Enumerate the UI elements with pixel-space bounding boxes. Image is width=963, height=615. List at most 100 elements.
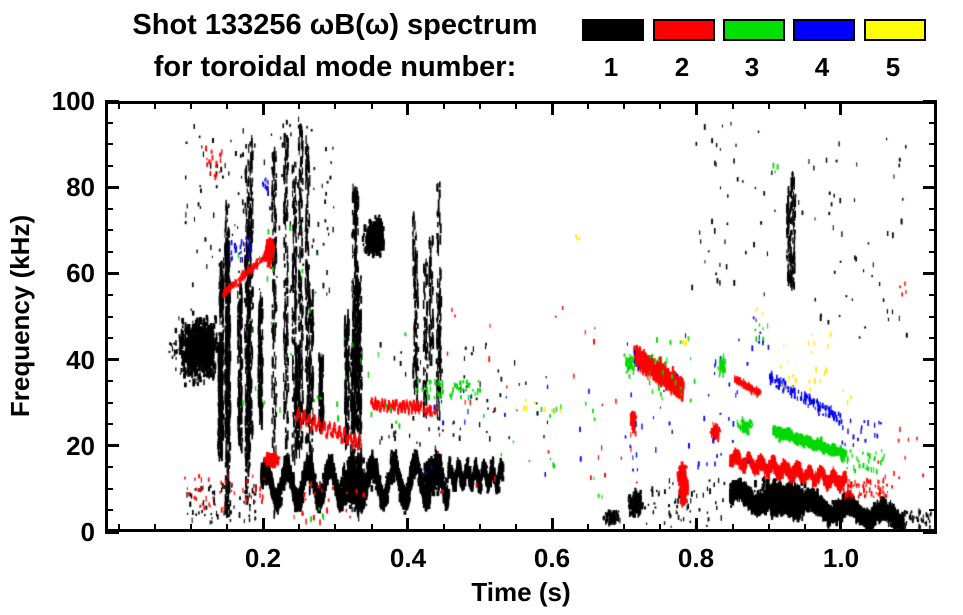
legend-swatch-mode-5 [864,19,926,41]
axis-tick [803,101,806,109]
axis-tick [105,164,113,167]
y-tick-label-20: 20 [66,431,95,461]
axis-tick [117,524,120,532]
axis-tick [298,524,301,532]
axis-tick [370,101,373,109]
axis-tick [334,524,337,532]
axis-tick [695,518,698,532]
axis-tick [105,250,113,253]
axis-tick [117,101,120,109]
axis-tick [105,99,119,103]
axis-tick [767,524,770,532]
axis-tick [370,524,373,532]
plot-frame [105,101,937,532]
axis-tick [105,337,113,340]
axis-tick [105,444,119,448]
axis-tick [105,143,113,146]
x-tick-label-0.6: 0.6 [533,543,571,573]
x-tick-label-0.4: 0.4 [389,543,427,573]
axis-tick [929,487,937,490]
legend-swatch-mode-1 [582,19,644,41]
axis-tick [406,518,410,532]
axis-tick [929,466,937,469]
axis-tick [929,401,937,404]
axis-tick [298,101,301,109]
axis-tick [659,101,662,109]
axis-tick [105,487,113,490]
axis-tick [105,509,113,512]
axis-tick [105,271,119,275]
axis-tick [189,524,192,532]
axis-tick [923,530,937,534]
axis-tick [695,101,698,115]
axis-tick [623,101,626,109]
axis-tick [153,524,156,532]
axis-tick [478,524,481,532]
y-tick-label-100: 100 [51,86,95,116]
axis-tick [261,518,265,532]
axis-tick [261,101,265,115]
axis-tick [478,101,481,109]
axis-tick [839,101,843,115]
plot-title-line2: for toroidal mode number: [153,51,517,83]
axis-tick [442,524,445,532]
x-tick-label-0.2: 0.2 [244,543,282,573]
axis-tick [105,423,113,426]
axis-tick [929,121,937,124]
y-tick-label-60: 60 [66,258,95,288]
axis-tick [731,524,734,532]
axis-tick [105,530,119,534]
axis-tick [105,466,113,469]
axis-tick [550,518,554,532]
legend-label-mode-3: 3 [744,52,760,82]
axis-tick [929,164,937,167]
axis-tick [550,101,554,115]
axis-tick [923,99,937,103]
legend-label-mode-2: 2 [674,52,690,82]
axis-tick [731,101,734,109]
y-axis-title: Frequency (kHz) [5,214,35,418]
axis-tick [923,271,937,275]
axis-tick [659,524,662,532]
axis-tick [929,509,937,512]
axis-tick [587,524,590,532]
axis-tick [189,101,192,109]
axis-tick [929,229,937,232]
y-tick-label-0: 0 [80,517,95,547]
axis-tick [105,207,113,210]
axis-tick [334,101,337,109]
axis-tick [514,101,517,109]
legend-label-mode-4: 4 [814,52,830,82]
axis-tick [514,524,517,532]
axis-tick [929,380,937,383]
axis-tick [442,101,445,109]
axis-tick [226,524,229,532]
axis-tick [587,101,590,109]
x-tick-label-0.8: 0.8 [677,543,715,573]
legend-swatch-mode-3 [723,19,785,41]
axis-tick [767,101,770,109]
x-tick-label-1.0: 1.0 [822,543,860,573]
x-axis-title: Time (s) [471,577,571,607]
plot-title-line1: Shot 133256 ωB(ω) spectrum [132,9,538,41]
axis-tick [929,207,937,210]
y-tick-label-80: 80 [66,172,95,202]
axis-tick [803,524,806,532]
legend-swatch-mode-2 [653,19,715,41]
axis-tick [923,444,937,448]
legend-label-mode-1: 1 [603,52,619,82]
axis-tick [929,250,937,253]
axis-tick [839,518,843,532]
axis-tick [105,185,119,189]
axis-tick [153,101,156,109]
axis-tick [623,524,626,532]
axis-tick [226,101,229,109]
legend-swatch-mode-4 [793,19,855,41]
axis-tick [929,293,937,296]
axis-tick [105,401,113,404]
axis-tick [406,101,410,115]
axis-tick [105,229,113,232]
axis-tick [105,358,119,362]
axis-tick [929,423,937,426]
